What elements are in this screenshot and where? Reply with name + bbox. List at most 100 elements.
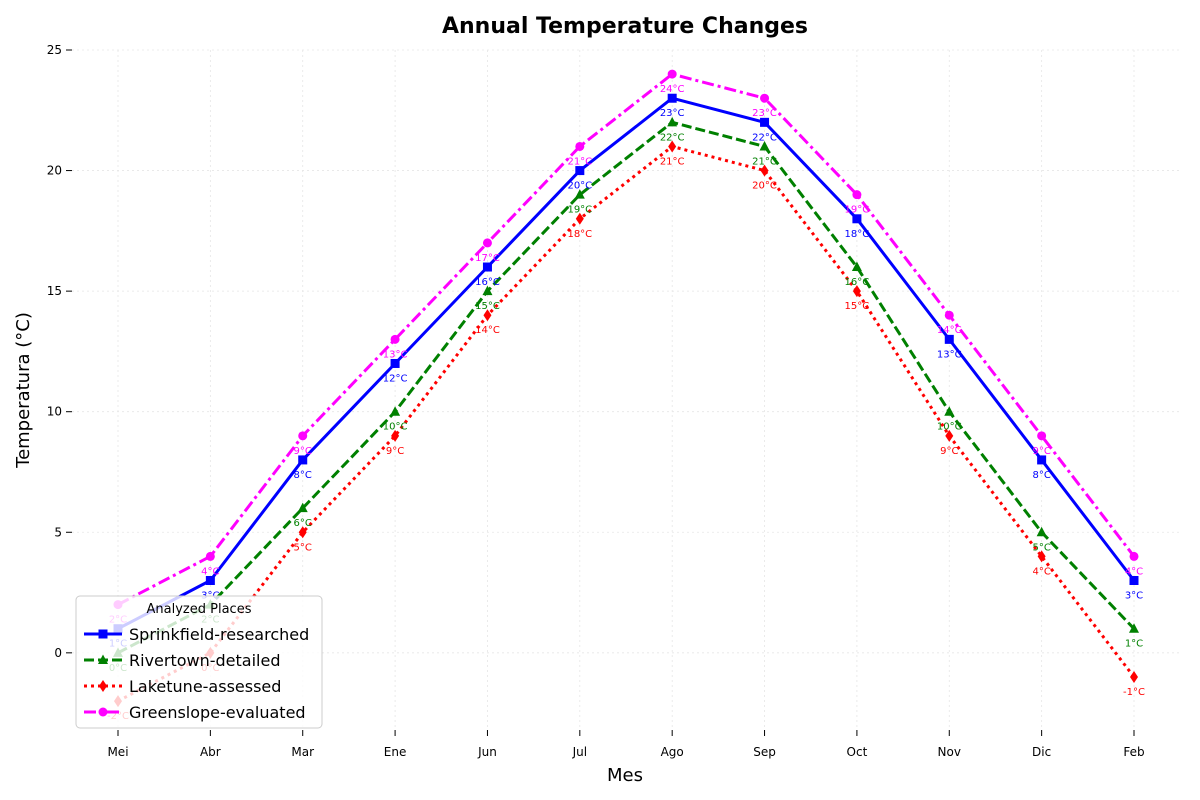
data-point — [483, 309, 492, 322]
data-point — [205, 575, 215, 585]
data-point — [298, 431, 308, 441]
data-point — [1037, 455, 1047, 465]
data-label: 12°C — [383, 373, 408, 384]
data-label: 3°C — [1125, 590, 1143, 601]
series-line — [117, 72, 1136, 606]
data-label: 5°C — [294, 542, 312, 553]
data-point — [944, 310, 954, 320]
axes: 0 5 10 15 20 25 Mei Abr Mar Ene Jun Jul Ago Sep Oct Nov… — [47, 43, 1145, 759]
y-tick-label: 5 — [54, 525, 62, 539]
data-point — [482, 285, 493, 296]
data-point — [391, 429, 400, 442]
data-label: 21°C — [752, 156, 777, 167]
data-label: 18°C — [567, 229, 592, 240]
data-point — [1130, 670, 1138, 683]
data-point — [944, 406, 955, 416]
y-axis-label: Temperatura (°C) — [13, 312, 34, 469]
x-tick-label: Oct — [847, 745, 868, 759]
data-label: 4°C — [1125, 566, 1143, 577]
x-tick-label: Mei — [107, 745, 128, 759]
data-label: 24°C — [660, 84, 685, 95]
legend-box — [75, 595, 323, 729]
series-1 — [113, 93, 1139, 634]
data-point — [1129, 575, 1139, 585]
data-labels: 1°C 3°C 8°C 12°C 16°C 20°C 23°C 22°C 18°C 13°C 8°C… — [107, 84, 1145, 722]
data-label: 10°C — [383, 422, 408, 433]
x-tick-label: Ago — [661, 745, 684, 759]
data-point — [390, 406, 401, 416]
data-point — [298, 455, 308, 465]
data-point — [945, 429, 954, 442]
x-tick-label: Ene — [384, 745, 407, 759]
legend-marker — [98, 707, 108, 717]
y-tick-label: 20 — [47, 164, 62, 178]
data-label: 22°C — [752, 132, 777, 143]
data-label: 13°C — [937, 349, 962, 360]
data-point — [575, 141, 585, 151]
data-point — [852, 285, 861, 298]
data-point — [760, 164, 769, 177]
data-point — [1036, 526, 1047, 537]
data-point — [1037, 550, 1046, 563]
data-point — [759, 140, 770, 151]
legend: Analyzed Places Sprinkfield-researched Riv… — [75, 595, 323, 729]
data-label: 19°C — [567, 205, 592, 216]
data-label: 21°C — [660, 156, 685, 167]
y-tick-label: 10 — [47, 405, 62, 419]
x-tick-label: Dic — [1032, 745, 1051, 759]
data-point — [205, 551, 215, 561]
x-tick-label: Jun — [477, 745, 497, 759]
data-label: 15°C — [475, 301, 500, 312]
y-tick-label: 15 — [47, 284, 62, 298]
data-label: 19°C — [845, 205, 870, 216]
data-point — [575, 212, 584, 225]
data-label: 8°C — [1032, 470, 1050, 481]
x-tick-label: Mar — [291, 745, 314, 759]
data-label: 23°C — [752, 108, 777, 119]
data-point — [667, 69, 677, 79]
series-line — [117, 120, 1136, 655]
legend-label: Greenslope-evaluated — [129, 703, 306, 722]
data-point — [575, 166, 585, 176]
data-point — [1037, 431, 1047, 441]
legend-label: Laketune-assessed — [129, 677, 281, 696]
x-tick-label: Jul — [572, 745, 587, 759]
data-point — [390, 334, 400, 344]
data-point — [297, 502, 308, 513]
legend-marker — [98, 654, 108, 664]
legend-title: Analyzed Places — [147, 602, 252, 617]
data-point — [944, 334, 954, 344]
legend-label: Sprinkfield-researched — [129, 625, 309, 644]
data-label: 16°C — [845, 277, 870, 288]
data-point — [1129, 551, 1139, 561]
x-tick-label: Abr — [200, 745, 221, 759]
data-point — [574, 189, 585, 199]
data-label: 9°C — [294, 446, 312, 457]
x-axis-label: Mes — [607, 765, 643, 786]
data-label: -1°C — [1123, 687, 1145, 698]
data-label: 4°C — [1032, 566, 1050, 577]
data-label: 16°C — [475, 277, 500, 288]
chart-title: Annual Temperature Changes — [442, 14, 808, 39]
x-tick-label: Nov — [938, 745, 961, 759]
data-point — [1129, 623, 1139, 633]
data-label: 9°C — [386, 446, 404, 457]
data-point — [482, 238, 492, 248]
x-tick-label: Feb — [1123, 745, 1144, 759]
data-label: 1°C — [1125, 639, 1143, 650]
data-label: 18°C — [845, 229, 870, 240]
data-point — [852, 214, 862, 224]
legend-entry: Greenslope-evaluated — [84, 703, 306, 722]
series-4 — [113, 69, 1139, 610]
data-point — [390, 358, 400, 368]
data-label: 9°C — [940, 446, 958, 457]
data-label: 20°C — [567, 181, 592, 192]
data-point — [298, 526, 307, 539]
series-line — [117, 96, 1136, 631]
legend-marker — [99, 680, 107, 692]
data-label: 22°C — [660, 132, 685, 143]
data-point — [667, 93, 677, 103]
data-label: 20°C — [752, 181, 777, 192]
x-tick-label: Sep — [753, 745, 776, 759]
